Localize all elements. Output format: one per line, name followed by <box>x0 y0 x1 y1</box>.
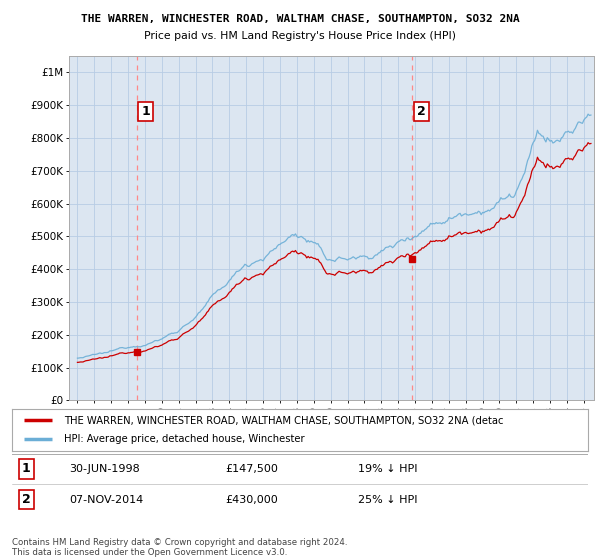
Text: Contains HM Land Registry data © Crown copyright and database right 2024.
This d: Contains HM Land Registry data © Crown c… <box>12 538 347 557</box>
Text: 2: 2 <box>417 105 426 118</box>
Text: 25% ↓ HPI: 25% ↓ HPI <box>358 495 417 505</box>
Text: THE WARREN, WINCHESTER ROAD, WALTHAM CHASE, SOUTHAMPTON, SO32 2NA: THE WARREN, WINCHESTER ROAD, WALTHAM CHA… <box>80 14 520 24</box>
Text: THE WARREN, WINCHESTER ROAD, WALTHAM CHASE, SOUTHAMPTON, SO32 2NA (detac: THE WARREN, WINCHESTER ROAD, WALTHAM CHA… <box>64 415 503 425</box>
Text: 30-JUN-1998: 30-JUN-1998 <box>70 464 140 474</box>
Text: 1: 1 <box>142 105 151 118</box>
Text: 2: 2 <box>22 493 31 506</box>
Text: 07-NOV-2014: 07-NOV-2014 <box>70 495 144 505</box>
Text: HPI: Average price, detached house, Winchester: HPI: Average price, detached house, Winc… <box>64 435 304 445</box>
Text: £430,000: £430,000 <box>225 495 278 505</box>
Text: 19% ↓ HPI: 19% ↓ HPI <box>358 464 417 474</box>
Text: £147,500: £147,500 <box>225 464 278 474</box>
Text: Price paid vs. HM Land Registry's House Price Index (HPI): Price paid vs. HM Land Registry's House … <box>144 31 456 41</box>
Text: 1: 1 <box>22 463 31 475</box>
